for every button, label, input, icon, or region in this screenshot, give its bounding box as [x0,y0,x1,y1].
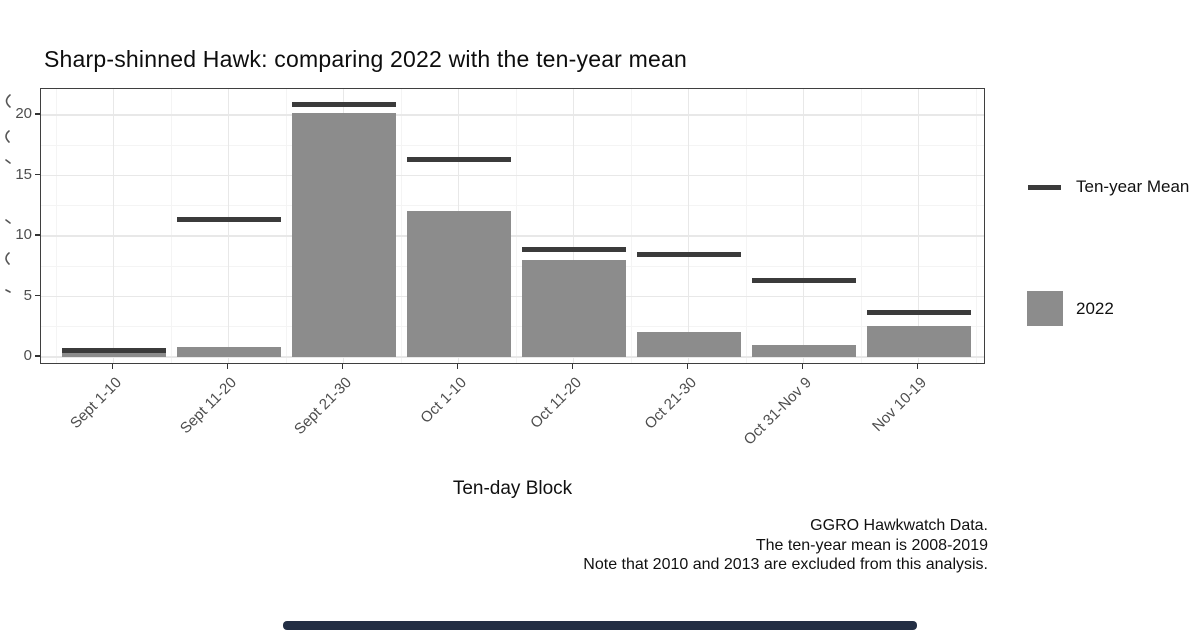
caption-line-3: Note that 2010 and 2013 are excluded fro… [583,556,988,573]
legend-mean-line-swatch [1028,185,1061,190]
x-tick-label: Oct 21-30 [640,374,700,433]
plot-panel [40,88,985,364]
gridline-major-v [227,89,230,363]
caption-line-2: The ten-year mean is 2008-2019 [755,536,988,554]
gridline-minor-v [170,89,172,363]
gridline-minor-v [745,89,747,363]
x-tick-mark [571,364,574,369]
bar-2022 [866,325,971,357]
mean-line-segment [866,309,971,315]
gridline-major-v [572,89,575,363]
x-axis-title: Ten-day Block [452,478,573,499]
gridline-minor-v [630,89,632,363]
x-tick-label: Oct 31-Nov 9 [740,374,815,449]
bar-2022 [521,260,626,357]
bar-2022 [636,331,741,357]
gridline-minor-h [41,205,984,207]
x-tick-mark [686,364,689,369]
mean-line-segment [176,216,281,222]
mean-line-segment [291,101,396,107]
gridline-minor-v [975,89,977,363]
gridline-minor-h [41,265,984,267]
bar-2022 [61,350,166,357]
x-tick-mark [226,364,229,369]
gridline-minor-h [41,144,984,146]
mean-line-segment [406,157,511,163]
gridline-minor-v [515,89,517,363]
gridline-minor-h [41,326,984,328]
gridline-minor-v [285,89,287,363]
legend-mean-label: Ten-year Mean [1076,177,1190,196]
mean-line-segment [521,246,626,252]
legend-2022-fill-swatch [1027,291,1063,326]
x-tick-label: Nov 10-19 [868,374,930,435]
x-tick-mark [111,364,114,369]
x-tick-mark [916,364,919,369]
gridline-major-h [41,174,984,177]
x-tick-label: Oct 11-20 [526,374,585,432]
bar-2022 [291,112,396,357]
gridline-major-v [802,89,805,363]
x-tick-label: Sept 21-30 [290,374,355,438]
gridline-minor-v [55,89,57,363]
gridline-major-h [41,114,984,116]
x-tick-label: Sept 1-10 [66,374,125,433]
y-tick-label: 0 [23,347,32,364]
x-tick-mark [801,364,804,369]
bar-2022 [176,347,281,357]
bar-2022 [406,210,511,357]
mean-line-segment [751,278,856,284]
chart-title: Sharp-shinned Hawk: comparing 2022 with … [44,46,687,72]
x-tick-label: Sept 11-20 [176,374,240,438]
caption-line-1: GGRO Hawkwatch Data. [810,517,988,534]
gridline-major-h [41,235,984,237]
x-tick-mark [341,364,344,369]
y-axis-title-clipped [5,94,11,293]
bar-2022 [751,344,856,357]
mean-line-segment [61,347,166,353]
x-tick-label: Oct 1-10 [416,374,470,427]
horizontal-scrollbar-thumb[interactable] [283,621,917,630]
gridline-major-v [112,89,115,363]
gridline-major-h [41,295,984,298]
mean-line-segment [636,251,741,257]
gridline-minor-v [860,89,862,363]
gridline-major-h [41,356,984,358]
chart-caption: GGRO Hawkwatch Data. The ten-year mean i… [583,516,988,575]
gridline-major-v [687,89,690,363]
gridline-major-v [917,89,920,363]
legend-2022-label: 2022 [1076,299,1114,318]
x-tick-mark [456,364,459,369]
gridline-minor-v [400,89,402,363]
